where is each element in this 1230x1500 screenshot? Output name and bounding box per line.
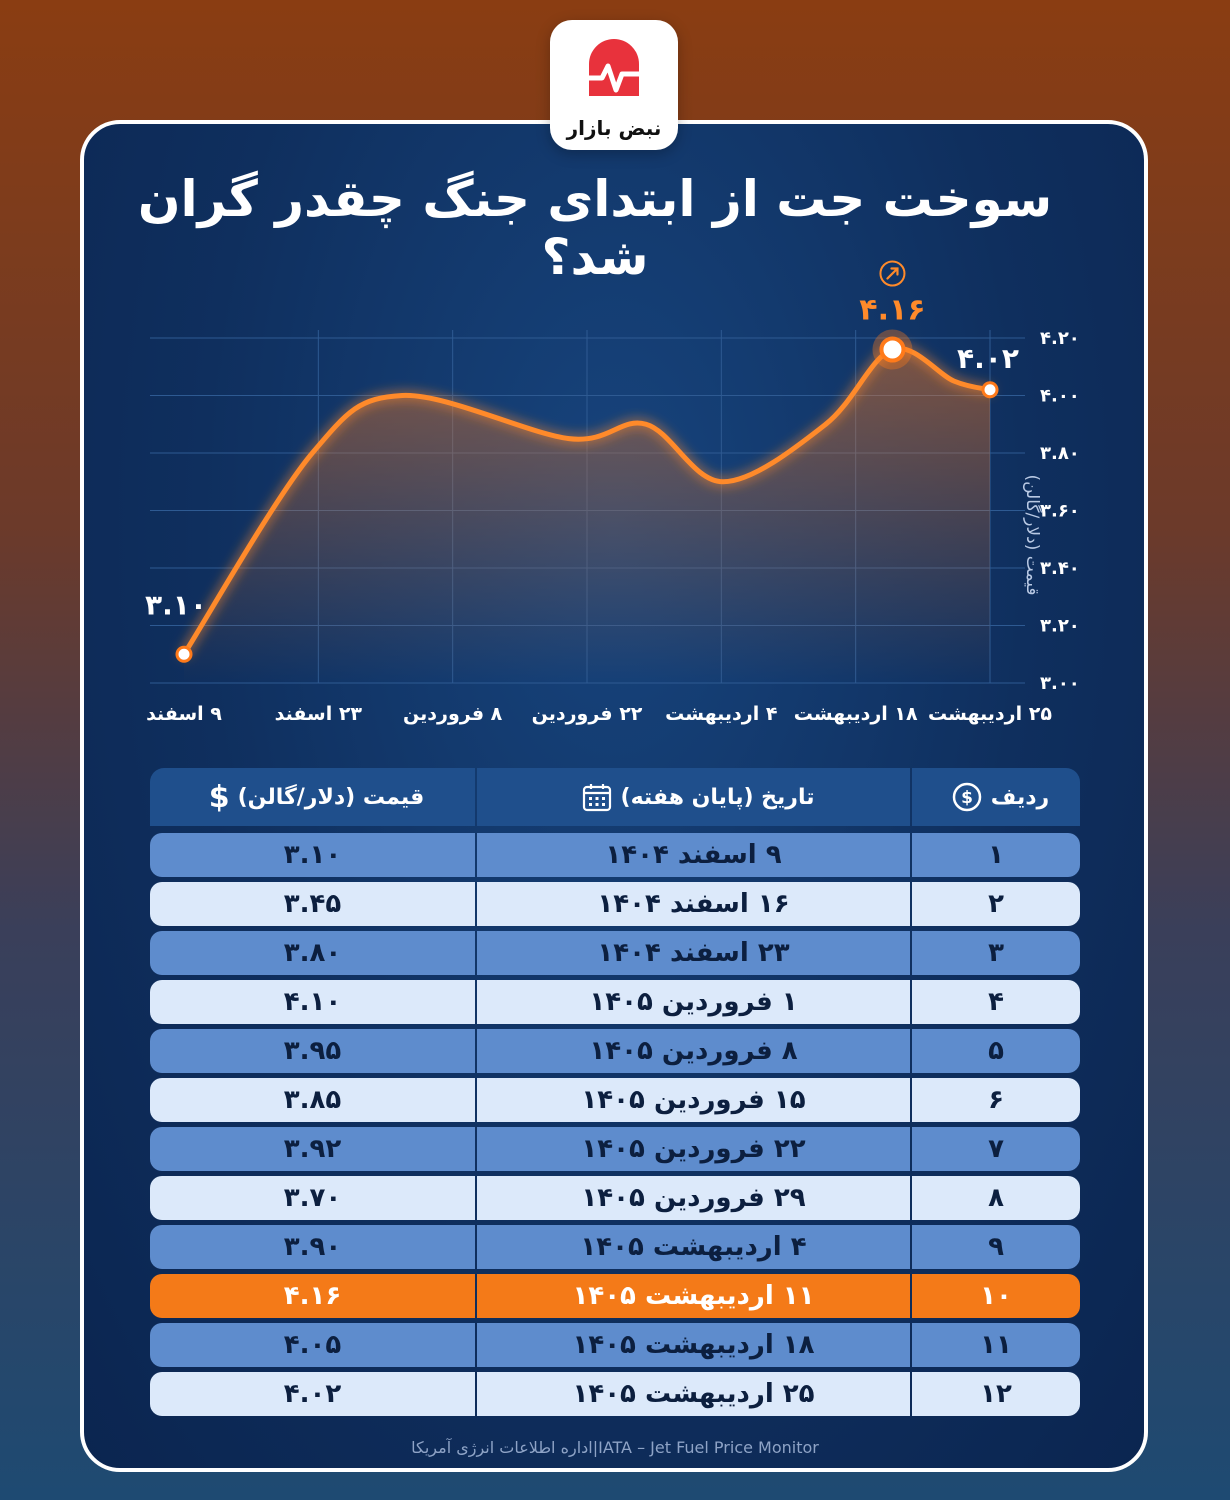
chart-area-fill	[184, 348, 990, 683]
cell-price: ۳.۸۵	[150, 1078, 475, 1122]
chart-y-tick-labels: ۳.۰۰ ۳.۲۰ ۳.۴۰ ۳.۶۰ ۳.۸۰ ۴.۰۰ ۴.۲۰	[1040, 328, 1080, 694]
cell-rank: ۸	[912, 1176, 1080, 1220]
y-tick-label: ۳.۶۰	[1040, 501, 1080, 522]
brand-logo: نبض بازار	[550, 20, 678, 150]
cell-date: ۲۲ فروردین ۱۴۰۵	[477, 1127, 910, 1171]
y-tick-label: ۳.۸۰	[1040, 443, 1080, 464]
table-row: ۳ ۲۳ اسفند ۱۴۰۴ ۳.۸۰	[150, 931, 1080, 975]
y-tick-label: ۴.۰۰	[1040, 386, 1080, 407]
header-rank-label: ردیف	[990, 784, 1050, 810]
trend-up-icon-arrow	[886, 267, 899, 280]
cell-rank: ۴	[912, 980, 1080, 1024]
cell-date: ۸ فروردین ۱۴۰۵	[477, 1029, 910, 1073]
cell-price: ۴.۰۲	[150, 1372, 475, 1416]
cell-date: ۲۵ اردیبهشت ۱۴۰۵	[477, 1372, 910, 1416]
cell-date: ۲۳ اسفند ۱۴۰۴	[477, 931, 910, 975]
cell-rank: ۱	[912, 833, 1080, 877]
cell-date: ۱ فروردین ۱۴۰۵	[477, 980, 910, 1024]
source-footer: اداره اطلاعات انرژی آمریکا|IATA – Jet Fu…	[411, 1438, 819, 1457]
point-marker	[175, 645, 193, 663]
x-tick-label: ۱۸ اردیبهشت	[794, 703, 918, 725]
cell-rank: ۱۲	[912, 1372, 1080, 1416]
cell-date: ۴ اردیبهشت ۱۴۰۵	[477, 1225, 910, 1269]
cell-price: ۳.۹۵	[150, 1029, 475, 1073]
header-rank: ردیف $	[912, 768, 1080, 826]
x-tick-label: ۲۵ اردیبهشت	[928, 703, 1052, 725]
cell-price: ۳.۹۲	[150, 1127, 475, 1171]
dollar-circle-icon: $	[952, 782, 982, 812]
cell-rank: ۶	[912, 1078, 1080, 1122]
calendar-icon	[582, 784, 611, 812]
x-tick-label: ۴ اردیبهشت	[665, 703, 777, 725]
y-tick-label: ۳.۲۰	[1040, 616, 1080, 637]
page-title: سوخت جت از ابتدای جنگ چقدر گران شد؟	[137, 170, 1053, 286]
header-date-label: تاریخ (پایان هفته)	[620, 784, 815, 810]
cell-rank: ۱۱	[912, 1323, 1080, 1367]
svg-text:$: $	[961, 788, 973, 808]
dollar-sign-icon: $	[208, 779, 230, 815]
cell-rank: ۳	[912, 931, 1080, 975]
cell-rank: ۷	[912, 1127, 1080, 1171]
x-tick-label: ۹ اسفند	[146, 703, 222, 725]
cell-rank: ۹	[912, 1225, 1080, 1269]
chart-x-tick-labels: ۹ اسفند ۲۳ اسفند ۸ فروردین ۲۲ فروردین ۴ اردی…	[146, 703, 1052, 725]
cell-price: ۳.۹۰	[150, 1225, 475, 1269]
point-value-label: ۳.۱۰	[145, 588, 207, 621]
header-price-label: قیمت (دلار/گالن)	[237, 784, 425, 810]
y-axis-title: قیمت (دلار/گالن)	[1022, 474, 1042, 596]
cell-price: ۳.۱۰	[150, 833, 475, 877]
peak-marker	[879, 336, 906, 363]
header-date: تاریخ (پایان هفته)	[477, 768, 910, 826]
cell-date: ۹ اسفند ۱۴۰۴	[477, 833, 910, 877]
cell-price: ۴.۱۶	[150, 1274, 475, 1318]
cell-price: ۴.۱۰	[150, 980, 475, 1024]
table-row: ۲ ۱۶ اسفند ۱۴۰۴ ۳.۴۵	[150, 882, 1080, 926]
cell-date: ۲۹ فروردین ۱۴۰۵	[477, 1176, 910, 1220]
cell-rank: ۵	[912, 1029, 1080, 1073]
price-table: ردیف $ تاریخ (پایان هفته) قیمت (دلار/گال…	[150, 768, 1080, 1416]
x-tick-label: ۸ فروردین	[403, 703, 503, 725]
table-header: ردیف $ تاریخ (پایان هفته) قیمت (دلار/گال…	[150, 768, 1080, 828]
y-tick-label: ۳.۰۰	[1040, 673, 1080, 694]
brand-name: نبض بازار	[566, 116, 662, 140]
y-tick-label: ۳.۴۰	[1040, 558, 1080, 579]
x-tick-label: ۲۲ فروردین	[532, 703, 643, 725]
table-row: ۷ ۲۲ فروردین ۱۴۰۵ ۳.۹۲	[150, 1127, 1080, 1171]
pulse-logo-icon	[584, 39, 644, 96]
y-tick-label: ۴.۲۰	[1040, 328, 1080, 349]
table-row: ۱۱ ۱۸ اردیبهشت ۱۴۰۵ ۴.۰۵	[150, 1323, 1080, 1367]
point-value-label: ۴.۰۲	[957, 342, 1019, 375]
cell-rank: ۲	[912, 882, 1080, 926]
x-tick-label: ۲۳ اسفند	[275, 703, 363, 725]
cell-rank: ۱۰	[912, 1274, 1080, 1318]
chart-markers: ۳.۱۰ ۴.۱۶ ۴.۰۲	[145, 260, 1019, 663]
point-marker	[981, 381, 999, 399]
cell-price: ۴.۰۵	[150, 1323, 475, 1367]
header-price: قیمت (دلار/گالن) $	[150, 768, 475, 826]
table-row: ۶ ۱۵ فروردین ۱۴۰۵ ۳.۸۵	[150, 1078, 1080, 1122]
table-row: ۱۲ ۲۵ اردیبهشت ۱۴۰۵ ۴.۰۲	[150, 1372, 1080, 1416]
cell-date: ۱۶ اسفند ۱۴۰۴	[477, 882, 910, 926]
cell-date: ۱۵ فروردین ۱۴۰۵	[477, 1078, 910, 1122]
cell-date: ۱۸ اردیبهشت ۱۴۰۵	[477, 1323, 910, 1367]
trend-up-icon	[879, 260, 906, 287]
cell-price: ۳.۴۵	[150, 882, 475, 926]
cell-price: ۳.۸۰	[150, 931, 475, 975]
peak-value-label: ۴.۱۶	[859, 293, 925, 328]
cell-date: ۱۱ اردیبهشت ۱۴۰۵	[477, 1274, 910, 1318]
line-chart: ۳.۰۰ ۳.۲۰ ۳.۴۰ ۳.۶۰ ۳.۸۰ ۴.۰۰ ۴.۲۰ ۹ اسفند ۲۳ ا…	[145, 260, 1080, 725]
cell-price: ۳.۷۰	[150, 1176, 475, 1220]
table-row: ۸ ۲۹ فروردین ۱۴۰۵ ۳.۷۰	[150, 1176, 1080, 1220]
table-row: ۱۰ ۱۱ اردیبهشت ۱۴۰۵ ۴.۱۶	[150, 1274, 1080, 1318]
trend-up-icon-ring	[879, 260, 906, 287]
